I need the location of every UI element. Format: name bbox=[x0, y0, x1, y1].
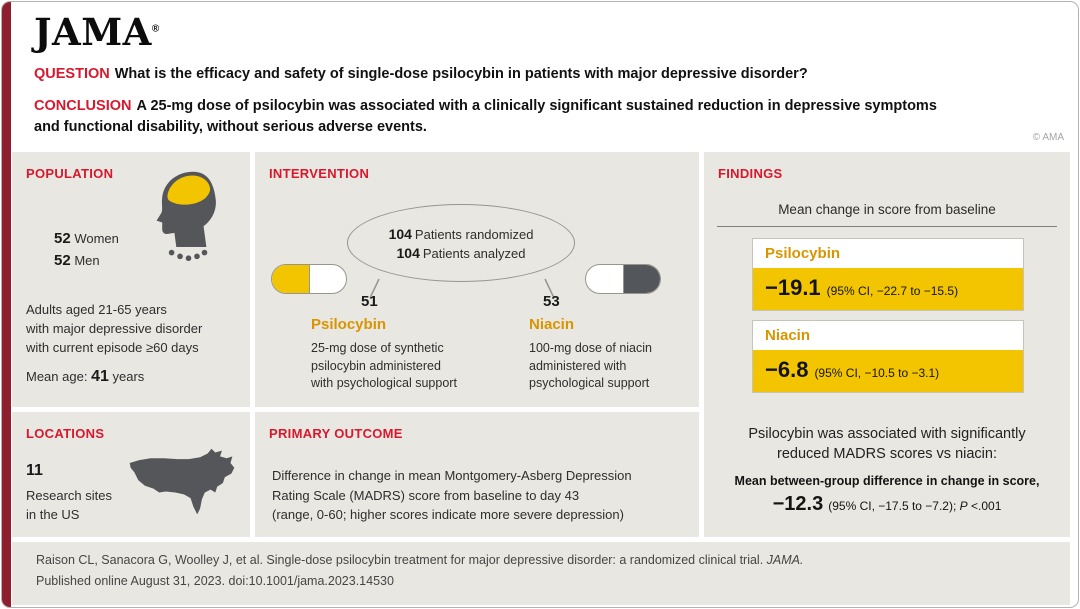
primary-outcome-description: Difference in change in mean Montgomery-… bbox=[272, 466, 632, 525]
conclusion-text-line2: and functional disability, without serio… bbox=[34, 119, 427, 136]
jama-logo-text: JAMA bbox=[34, 10, 152, 54]
primary-outcome-title: PRIMARY OUTCOME bbox=[269, 426, 403, 441]
findings-summary: Psilocybin was associated with significa… bbox=[704, 424, 1070, 465]
psilocybin-result-ci: (95% CI, −22.7 to −15.5) bbox=[826, 284, 959, 298]
findings-subtitle: Mean change in score from baseline bbox=[778, 202, 996, 217]
women-label: Women bbox=[74, 231, 119, 246]
psilocybin-arm-description: 25-mg dose of synthetic psilocybin admin… bbox=[311, 340, 457, 393]
randomization-oval: 104 Patients randomized 104 Patients analy… bbox=[347, 204, 575, 282]
niacin-result-value: −6.8 bbox=[765, 357, 809, 382]
psilocybin-result-box: Psilocybin −19.1 (95% CI, −22.7 to −15.5) bbox=[752, 238, 1024, 311]
niacin-result-name: Niacin bbox=[753, 321, 1023, 350]
niacin-desc-line: administered with bbox=[529, 358, 627, 373]
psilocybin-desc-line: 25-mg dose of synthetic bbox=[311, 341, 444, 355]
niacin-result-body: −6.8 (95% CI, −10.5 to −3.1) bbox=[753, 350, 1023, 392]
journal-name: JAMA. bbox=[766, 553, 804, 567]
p-value-symbol: P bbox=[959, 499, 968, 513]
niacin-desc-line: psychological support bbox=[529, 376, 650, 390]
locations-desc-line: in the US bbox=[26, 507, 80, 523]
niacin-result-ci: (95% CI, −10.5 to −3.1) bbox=[814, 366, 940, 380]
citation-footer: Raison CL, Sanacora G, Woolley J, et al.… bbox=[12, 542, 1070, 605]
psilocybin-capsule-icon bbox=[271, 264, 347, 294]
mean-age: Mean age: 41 years bbox=[26, 368, 144, 386]
psilocybin-desc-line: with psychological support bbox=[311, 376, 457, 390]
psilocybin-desc-line: psilocybin administered bbox=[311, 358, 441, 373]
locations-panel: LOCATIONS 11 Research sites in the US bbox=[12, 412, 250, 537]
patients-analyzed-count: 104 bbox=[396, 244, 420, 261]
mean-age-unit: years bbox=[112, 369, 145, 384]
findings-summary-line: reduced MADRS scores vs niacin: bbox=[777, 446, 997, 463]
primary-outcome-desc-line: Rating Scale (MADRS) score from baseline… bbox=[272, 487, 580, 503]
us-map-icon bbox=[129, 448, 235, 515]
patients-analyzed-label: Patients analyzed bbox=[422, 245, 526, 261]
between-group-difference-value: −12.3 bbox=[772, 493, 824, 515]
niacin-capsule-icon bbox=[585, 264, 661, 294]
primary-outcome-desc-line: Difference in change in mean Montgomery-… bbox=[272, 468, 632, 483]
between-group-difference-label: Mean between-group difference in change … bbox=[734, 474, 1040, 488]
patients-randomized: 104 Patients randomized bbox=[389, 226, 534, 242]
locations-count: 11 bbox=[26, 462, 43, 479]
findings-divider bbox=[717, 226, 1057, 227]
mean-age-value: 41 bbox=[91, 368, 109, 385]
population-description: Adults aged 21-65 years with major depre… bbox=[26, 300, 202, 357]
mean-age-label: Mean age: bbox=[26, 369, 88, 384]
citation-line-2: Published online August 31, 2023. doi:10… bbox=[36, 574, 394, 588]
between-group-difference-ci: (95% CI, −17.5 to −7.2); P <.001 bbox=[828, 499, 1001, 513]
between-group-difference-value-line: −12.3 (95% CI, −17.5 to −7.2); P <.001 bbox=[704, 493, 1070, 516]
population-title: POPULATION bbox=[26, 166, 114, 181]
population-desc-line: Adults aged 21-65 years bbox=[26, 302, 167, 317]
citation-text: Raison CL, Sanacora G, Woolley J, et al.… bbox=[36, 553, 767, 567]
women-stat: 52 Women bbox=[54, 230, 119, 247]
men-count: 52 bbox=[54, 252, 71, 269]
niacin-desc-line: 100-mg dose of niacin bbox=[529, 341, 652, 355]
men-stat: 52 Men bbox=[54, 252, 100, 269]
conclusion-text-line1: A 25-mg dose of psilocybin was associate… bbox=[136, 98, 937, 114]
population-desc-line: with current episode ≥60 days bbox=[26, 340, 199, 356]
registered-mark: ® bbox=[151, 23, 160, 35]
question-label: QUESTION bbox=[34, 66, 110, 82]
population-panel: POPULATION 52 Women 52 Men Adults aged 2… bbox=[12, 152, 250, 407]
locations-title: LOCATIONS bbox=[26, 426, 105, 441]
patients-randomized-count: 104 bbox=[388, 225, 412, 242]
findings-summary-line: Psilocybin was associated with significa… bbox=[748, 426, 1026, 442]
difference-ci-text: (95% CI, −17.5 to −7.2); bbox=[828, 499, 960, 513]
locations-desc-line: Research sites bbox=[26, 488, 112, 503]
niacin-result-box: Niacin −6.8 (95% CI, −10.5 to −3.1) bbox=[752, 320, 1024, 393]
randomization-connector-lines bbox=[369, 278, 555, 299]
primary-outcome-desc-line: (range, 0-60; higher scores indicate mor… bbox=[272, 507, 624, 522]
psilocybin-result-value: −19.1 bbox=[765, 275, 821, 300]
findings-title: FINDINGS bbox=[718, 166, 783, 181]
ama-copyright: © AMA bbox=[1032, 132, 1064, 143]
niacin-arm-count: 53 bbox=[543, 293, 560, 310]
niacin-arm-description: 100-mg dose of niacin administered with … bbox=[529, 340, 652, 393]
psilocybin-arm-count: 51 bbox=[361, 293, 378, 310]
findings-panel: FINDINGS Mean change in score from basel… bbox=[704, 152, 1070, 537]
men-label: Men bbox=[74, 253, 100, 268]
conclusion-label: CONCLUSION bbox=[34, 98, 132, 114]
primary-outcome-panel: PRIMARY OUTCOME Difference in change in … bbox=[255, 412, 699, 537]
patients-randomized-label: Patients randomized bbox=[414, 226, 534, 242]
women-count: 52 bbox=[54, 230, 71, 247]
intervention-title: INTERVENTION bbox=[269, 166, 370, 181]
p-value-text: <.001 bbox=[967, 499, 1002, 513]
question-text: What is the efficacy and safety of singl… bbox=[114, 66, 808, 82]
conclusion-block: CONCLUSION A 25-mg dose of psilocybin was… bbox=[34, 96, 1044, 139]
psilocybin-result-body: −19.1 (95% CI, −22.7 to −15.5) bbox=[753, 268, 1023, 310]
niacin-arm-name: Niacin bbox=[529, 316, 575, 333]
jama-logo: JAMA® bbox=[34, 10, 160, 54]
left-accent-bar bbox=[2, 2, 11, 607]
intervention-panel: INTERVENTION 104 Patients randomized 104 P… bbox=[255, 152, 699, 407]
psilocybin-result-name: Psilocybin bbox=[753, 239, 1023, 268]
citation-line-1: Raison CL, Sanacora G, Woolley J, et al.… bbox=[36, 553, 803, 567]
population-desc-line: with major depressive disorder bbox=[26, 321, 203, 337]
psilocybin-arm-name: Psilocybin bbox=[311, 316, 387, 333]
question-line: QUESTION What is the efficacy and safety … bbox=[34, 66, 808, 82]
locations-description: Research sites in the US bbox=[26, 486, 112, 524]
patients-analyzed: 104 Patients analyzed bbox=[397, 245, 526, 261]
head-brain-icon bbox=[156, 171, 216, 262]
